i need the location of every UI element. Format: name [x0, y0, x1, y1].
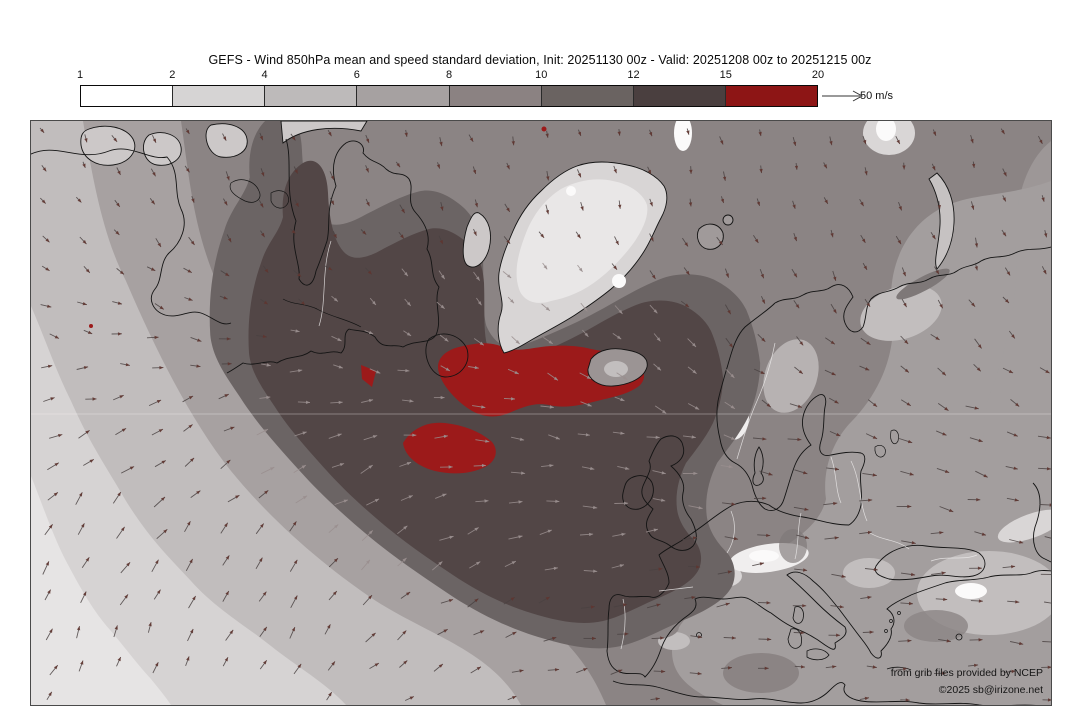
coastlines: [31, 138, 1051, 705]
turkey-white-spot: [955, 583, 987, 599]
arctic-island-1: [80, 125, 136, 166]
greenland-white-spot: [612, 274, 626, 288]
europe-coast: [606, 500, 1051, 678]
colorbar-tick: 20: [811, 69, 825, 81]
attribution-line2: ©2025 sb@irizone.net: [938, 684, 1043, 696]
crete: [886, 666, 912, 671]
corsica: [792, 606, 804, 624]
attribution-line1: from grib files provided by NCEP: [890, 667, 1043, 679]
colorbar-segment: [541, 86, 634, 106]
map-canvas: [31, 121, 1051, 705]
reference-arrow-icon: [822, 90, 864, 102]
black-sea: [874, 544, 986, 581]
wind-vector-field: [39, 127, 1051, 702]
chart-title: GEFS - Wind 850hPa mean and speed standa…: [208, 53, 872, 67]
lake-outline-1: [229, 179, 261, 203]
colorbar-tick: 8: [445, 69, 453, 81]
iceland-light-patch: [604, 361, 628, 377]
colorbar-segment: [449, 86, 542, 106]
st-lawrence-river: [282, 298, 362, 328]
north-america-coast: [31, 148, 232, 325]
colorbar-segment: [173, 86, 266, 106]
band-1-2: [31, 476, 171, 705]
balkan-light-patch: [843, 558, 895, 588]
aegean-island-2: [897, 611, 901, 615]
caspian-sea: [1032, 482, 1051, 563]
colorbar-tick: 15: [719, 69, 732, 81]
colorbar-tick: 6: [353, 69, 360, 81]
lake-ladoga: [874, 445, 886, 458]
caucasus-light-patch: [997, 509, 1051, 543]
greenland-white-spot2: [566, 186, 576, 196]
colorbar-segment: [265, 86, 358, 106]
denmark: [752, 446, 764, 486]
scandinavia-coast: [716, 302, 866, 526]
algeria-dark-patch: [723, 653, 799, 693]
aegean-island-3: [884, 629, 888, 633]
ellesmere-coast: [280, 121, 368, 144]
band-2-4: [31, 306, 346, 705]
arctic-island-3: [205, 123, 248, 158]
sicily: [806, 648, 830, 661]
russia-arctic-coast: [774, 246, 1051, 333]
colorbar-tick: 10: [535, 69, 548, 81]
landmasses: [80, 121, 955, 387]
colorbar-tick: 4: [261, 69, 268, 81]
reference-vector-label: 50 m/s: [860, 90, 894, 102]
svalbard-2: [722, 214, 734, 226]
lake-onega: [890, 429, 899, 445]
nova-scotia-coast: [226, 328, 350, 374]
scandes-north-light: [763, 339, 819, 413]
ireland: [622, 475, 654, 510]
aegean-island-1: [889, 619, 893, 623]
sweden-dark-patch: [779, 529, 807, 563]
colorbar: 1 2 4 6 8 10 12 15 20: [76, 69, 824, 107]
northeast-light-region: [983, 141, 1051, 451]
novaya-zemlya: [928, 172, 955, 270]
arctic-island-2: [142, 132, 182, 166]
colorbar-segment: [725, 86, 817, 106]
hudson-bay-coast: [285, 138, 440, 348]
balkan-dark-patch: [904, 610, 968, 642]
sardinia: [787, 628, 802, 649]
arctic-white-core: [876, 121, 896, 141]
uk-great-britain: [641, 435, 697, 551]
svalbard: [696, 223, 724, 250]
colorbar-segment: [633, 86, 726, 106]
colorbar-tick: 2: [169, 69, 176, 81]
colorbar-tick: 1: [76, 69, 84, 81]
newfoundland: [425, 333, 469, 378]
colorbar-tick: 12: [627, 69, 640, 81]
country-borders: [318, 240, 978, 650]
colorbar-segment: [357, 86, 450, 106]
greenland-ice-core: [516, 179, 648, 303]
cyprus: [955, 633, 963, 641]
attribution: from grib files provided by NCEP ©2025 s…: [891, 665, 1043, 699]
map-panel: from grib files provided by NCEP ©2025 s…: [30, 120, 1052, 706]
carpathians-light-patch: [860, 285, 942, 341]
colorbar-segment: [81, 86, 174, 106]
lake-outline-2: [270, 190, 289, 209]
north-africa-coast: [612, 680, 1036, 705]
alps-white-core: [749, 550, 779, 562]
colorbar-scale: [80, 85, 818, 107]
baffin-island: [462, 212, 491, 268]
